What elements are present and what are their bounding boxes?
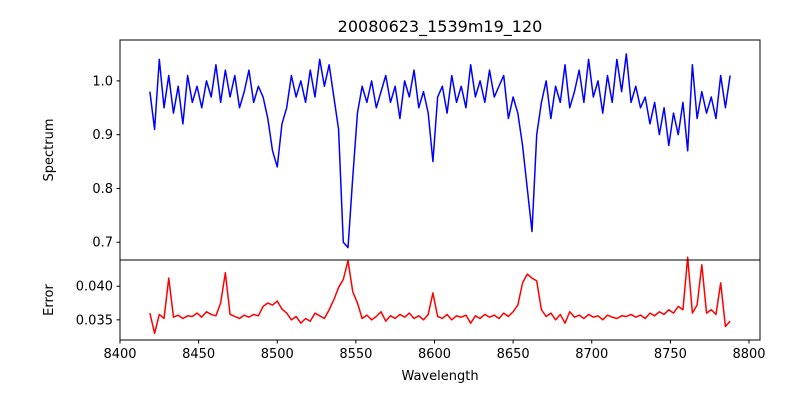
x-tick-label: 8600 — [418, 347, 451, 362]
error-y-axis-label: Error — [42, 284, 57, 316]
x-tick-label: 8400 — [103, 347, 136, 362]
spectrum-y-tick-label: 1.0 — [92, 74, 113, 89]
x-tick-label: 8650 — [497, 347, 530, 362]
error-line — [149, 256, 731, 335]
chart-title: 20080623_1539m19_120 — [338, 17, 543, 37]
error-y-tick-label: 0.035 — [76, 313, 113, 328]
x-tick-label: 8700 — [575, 347, 608, 362]
spectrum-y-tick-label: 0.8 — [92, 182, 113, 197]
x-tick-label: 8450 — [182, 347, 215, 362]
error-panel: 0.035 0.040 8400 8450 8500 8550 8600 8650 8700 87… — [76, 256, 766, 362]
error-y-tick-label: 0.040 — [76, 280, 113, 295]
x-axis-label: Wavelength — [401, 369, 478, 384]
spectrum-y-tick-label: 0.7 — [92, 236, 113, 251]
x-tick-label: 8750 — [654, 347, 687, 362]
x-tick-label: 8500 — [261, 347, 294, 362]
spectrum-y-tick-label: 0.9 — [92, 128, 113, 143]
x-tick-label: 8800 — [732, 347, 765, 362]
spectrum-y-axis-label: Spectrum — [42, 119, 57, 182]
x-tick-label: 8550 — [339, 347, 372, 362]
error-axes-frame — [119, 259, 761, 341]
spectrum-line — [149, 53, 731, 249]
